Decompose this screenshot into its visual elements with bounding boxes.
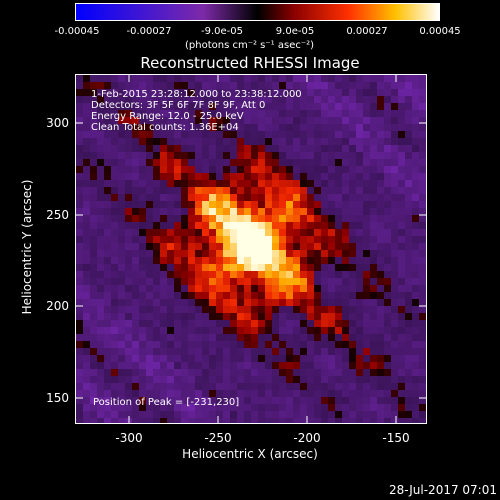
x-tick-minus300: -300 bbox=[115, 431, 143, 445]
y-tick-250: 250 bbox=[46, 208, 69, 222]
colorbar-tick-4: 9.0e-05 bbox=[275, 26, 315, 37]
y-tick-150: 150 bbox=[46, 391, 69, 405]
colorbar-gradient bbox=[76, 4, 439, 20]
colorbar bbox=[75, 3, 440, 21]
y-axis-label: Heliocentric Y (arcsec) bbox=[20, 179, 34, 315]
x-tick-minus200: -200 bbox=[293, 431, 321, 445]
colorbar-tick-5: 0.00027 bbox=[346, 26, 388, 37]
x-axis-label: Heliocentric X (arcsec) bbox=[182, 447, 318, 461]
clean-counts-annotation: Clean Total counts: 1.36E+04 bbox=[91, 122, 239, 133]
rhessi-image: 1-Feb-2015 23:28:12.000 to 23:38:12.000 … bbox=[75, 74, 427, 424]
detectors-annotation: Detectors: 3F 5F 6F 7F 8F 9F, Att 0 bbox=[91, 100, 266, 111]
y-tick-200: 200 bbox=[46, 299, 69, 313]
colorbar-tick-2: -0.00027 bbox=[126, 26, 172, 37]
x-tick-minus250: -250 bbox=[204, 431, 232, 445]
plot-timestamp: 28-Jul-2017 07:01 bbox=[388, 483, 497, 497]
energy-range-annotation: Energy Range: 12.0 - 25.0 keV bbox=[91, 111, 244, 122]
time-range-annotation: 1-Feb-2015 23:28:12.000 to 23:38:12.000 bbox=[91, 89, 302, 100]
colorbar-units: (photons cm⁻² s⁻¹ asec⁻²) bbox=[185, 40, 315, 51]
peak-position-annotation: Position of Peak = [-231,230] bbox=[93, 397, 240, 408]
reconstructed-image-map bbox=[76, 75, 426, 423]
y-tick-300: 300 bbox=[46, 116, 69, 130]
colorbar-tick-3: -9.0e-05 bbox=[201, 26, 243, 37]
colorbar-tick-1: -0.00045 bbox=[54, 26, 100, 37]
colorbar-tick-6: 0.00045 bbox=[419, 26, 461, 37]
x-tick-minus150: -150 bbox=[382, 431, 410, 445]
plot-title: Reconstructed RHESSI Image bbox=[140, 54, 360, 72]
